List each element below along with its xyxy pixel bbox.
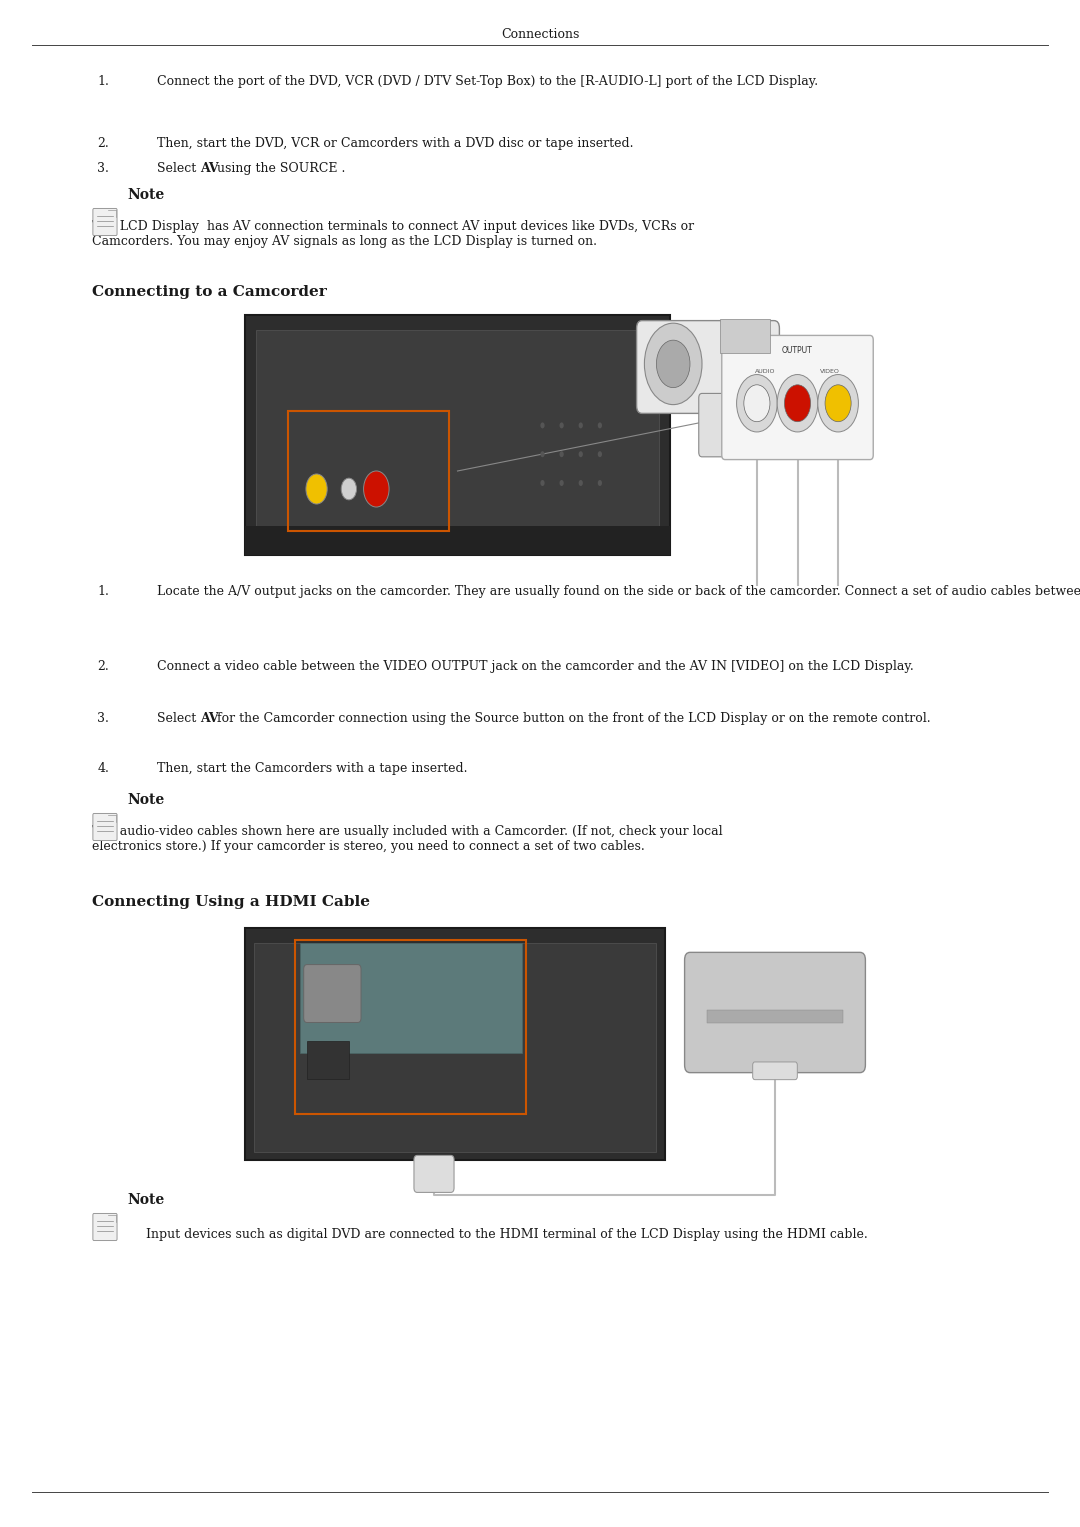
FancyBboxPatch shape [721, 336, 874, 460]
Circle shape [818, 374, 859, 432]
Text: 3.: 3. [97, 712, 109, 725]
Text: The LCD Display  has AV connection terminals to connect AV input devices like DV: The LCD Display has AV connection termin… [92, 220, 694, 247]
Text: AV: AV [201, 712, 219, 725]
FancyBboxPatch shape [93, 1214, 117, 1240]
Circle shape [597, 450, 602, 457]
Text: Then, start the Camcorders with a tape inserted.: Then, start the Camcorders with a tape i… [157, 762, 468, 776]
Circle shape [657, 341, 690, 388]
Circle shape [579, 423, 583, 429]
Text: Then, start the DVD, VCR or Camcorders with a DVD disc or tape inserted.: Then, start the DVD, VCR or Camcorders w… [157, 137, 633, 150]
Text: Note: Note [127, 1193, 164, 1206]
Circle shape [579, 450, 583, 457]
Text: 4.: 4. [97, 762, 109, 776]
Text: AUDIO: AUDIO [755, 368, 775, 374]
Circle shape [306, 473, 327, 504]
FancyBboxPatch shape [699, 394, 766, 457]
Text: 1.: 1. [97, 585, 109, 599]
Text: Connect the port of the DVD, VCR (DVD / DTV Set-Top Box) to the [R-AUDIO-L] port: Connect the port of the DVD, VCR (DVD / … [157, 75, 818, 89]
Circle shape [364, 470, 389, 507]
Circle shape [559, 423, 564, 429]
FancyBboxPatch shape [256, 330, 659, 547]
FancyBboxPatch shape [307, 1040, 349, 1078]
FancyBboxPatch shape [93, 209, 117, 235]
Circle shape [341, 478, 356, 499]
Circle shape [645, 324, 702, 405]
Circle shape [540, 423, 544, 429]
Text: Connecting Using a HDMI Cable: Connecting Using a HDMI Cable [92, 895, 369, 909]
Text: Note: Note [127, 793, 164, 806]
Text: 1.: 1. [97, 75, 109, 89]
Circle shape [825, 385, 851, 421]
Text: 2.: 2. [97, 660, 109, 673]
FancyBboxPatch shape [254, 944, 657, 1153]
FancyBboxPatch shape [303, 965, 361, 1023]
Text: using the SOURCE .: using the SOURCE . [213, 162, 346, 176]
Circle shape [737, 374, 778, 432]
FancyBboxPatch shape [720, 319, 770, 353]
Text: Locate the A/V output jacks on the camcorder. They are usually found on the side: Locate the A/V output jacks on the camco… [157, 585, 1080, 599]
Text: •: • [108, 1228, 116, 1241]
FancyBboxPatch shape [414, 1156, 454, 1193]
Text: Select: Select [157, 162, 200, 176]
FancyBboxPatch shape [245, 928, 665, 1161]
Circle shape [559, 450, 564, 457]
Text: Select: Select [157, 712, 200, 725]
Text: for the Camcorder connection using the Source button on the front of the LCD Dis: for the Camcorder connection using the S… [213, 712, 931, 725]
Circle shape [597, 479, 602, 486]
Text: Connecting to a Camcorder: Connecting to a Camcorder [92, 286, 326, 299]
Text: 3.: 3. [97, 162, 109, 176]
Text: The audio-video cables shown here are usually included with a Camcorder. (If not: The audio-video cables shown here are us… [92, 825, 723, 854]
Text: Input devices such as digital DVD are connected to the HDMI terminal of the LCD : Input devices such as digital DVD are co… [146, 1228, 867, 1241]
Text: VIDEO: VIDEO [820, 368, 839, 374]
Circle shape [540, 450, 544, 457]
Circle shape [597, 423, 602, 429]
Circle shape [778, 374, 818, 432]
FancyBboxPatch shape [707, 1011, 843, 1023]
Text: Connections: Connections [501, 27, 579, 41]
FancyBboxPatch shape [636, 321, 780, 414]
FancyBboxPatch shape [93, 814, 117, 840]
Circle shape [579, 479, 583, 486]
Text: Connect a video cable between the VIDEO OUTPUT jack on the camcorder and the AV : Connect a video cable between the VIDEO … [157, 660, 914, 673]
FancyBboxPatch shape [685, 953, 865, 1072]
Circle shape [784, 385, 811, 421]
Circle shape [744, 385, 770, 421]
FancyBboxPatch shape [245, 315, 670, 554]
FancyBboxPatch shape [245, 527, 670, 554]
Circle shape [540, 479, 544, 486]
Text: OUTPUT: OUTPUT [782, 345, 813, 354]
Text: AV: AV [201, 162, 219, 176]
FancyBboxPatch shape [753, 1061, 797, 1080]
FancyBboxPatch shape [300, 944, 522, 1052]
Text: 2.: 2. [97, 137, 109, 150]
Circle shape [559, 479, 564, 486]
Text: Note: Note [127, 188, 164, 202]
